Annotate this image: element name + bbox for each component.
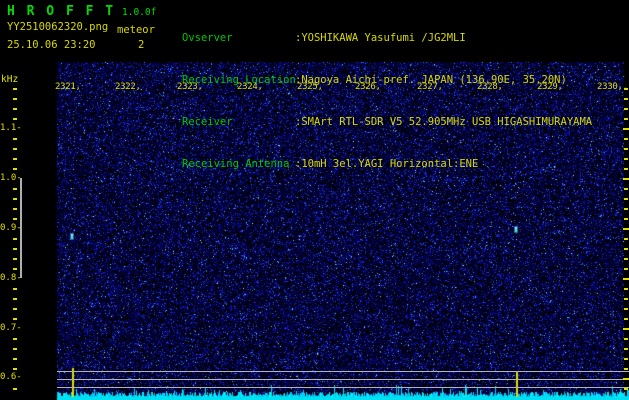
- y-right-tick: [624, 148, 628, 150]
- y-minor-tick: [13, 388, 17, 390]
- y-right-tick: [624, 88, 628, 90]
- y-tick-label: 0.8-: [0, 273, 22, 283]
- y-minor-tick: [13, 198, 17, 200]
- y-minor-tick: [13, 98, 17, 100]
- y-tick-label: 0.9-: [0, 223, 22, 233]
- info-row-antenna: Receiving Antenna :10mH 3el.YAGI Horizont…: [182, 157, 592, 171]
- y-right-tick: [624, 368, 628, 370]
- y-minor-tick: [13, 148, 17, 150]
- y-right-tick: [624, 118, 628, 120]
- info-row-receiver: Receiver :SMArt RTL-SDR V5 52.905MHz USB …: [182, 115, 592, 129]
- x-tick-label: 2323,: [177, 82, 203, 92]
- y-right-tick: [624, 238, 628, 240]
- observer-info-block: Ovserver :YOSHIKAWA Yasufumi /JG2MLI Rece…: [182, 3, 592, 199]
- y-minor-tick: [13, 88, 17, 90]
- output-filename: YY2510062320.png: [7, 21, 109, 33]
- y-right-tick: [624, 248, 628, 250]
- x-tick-label: 2329,: [537, 82, 563, 92]
- info-value: :SMArt RTL-SDR V5 52.905MHz USB HIGASHIM…: [295, 116, 593, 128]
- x-tick-label: 2325,: [297, 82, 323, 92]
- y-minor-tick: [13, 268, 17, 270]
- y-right-tick: [623, 278, 629, 280]
- x-tick-label: 2326,: [355, 82, 381, 92]
- y-tick-label: 1.0-: [0, 173, 22, 183]
- info-label: Receiving Location: [182, 74, 296, 86]
- y-minor-tick: [13, 258, 17, 260]
- threshold-line-upper: [57, 371, 629, 372]
- info-label: Ovserver: [182, 32, 233, 44]
- y-right-tick: [624, 288, 628, 290]
- y-minor-tick: [13, 348, 17, 350]
- y-right-tick: [624, 308, 628, 310]
- y-right-tick: [624, 348, 628, 350]
- y-right-tick: [624, 298, 628, 300]
- x-tick-label: 2321,: [55, 82, 81, 92]
- y-right-tick: [623, 178, 629, 180]
- y-axis-unit: kHz: [1, 74, 19, 85]
- y-tick-label: 0.6-: [0, 372, 22, 382]
- info-row-observer: Ovserver :YOSHIKAWA Yasufumi /JG2MLI: [182, 31, 592, 45]
- y-right-tick: [623, 328, 629, 330]
- y-minor-tick: [13, 208, 17, 210]
- y-right-tick: [624, 358, 628, 360]
- y-right-tick: [624, 388, 628, 390]
- y-right-tick: [624, 198, 628, 200]
- x-tick-label: 2328,: [477, 82, 503, 92]
- y-minor-tick: [13, 288, 17, 290]
- y-minor-tick: [13, 138, 17, 140]
- x-tick-label: 2322,: [115, 82, 141, 92]
- y-tick-label: 0.7-: [0, 323, 22, 333]
- y-minor-tick: [13, 308, 17, 310]
- x-tick-label: 2324,: [237, 82, 263, 92]
- info-label: Receiving Antenna: [182, 158, 290, 170]
- x-tick-label: 2327,: [417, 82, 443, 92]
- y-minor-tick: [13, 338, 17, 340]
- x-tick-label: 2330,.: [597, 82, 628, 92]
- y-right-tick: [624, 168, 628, 170]
- y-right-tick: [624, 188, 628, 190]
- y-right-tick: [624, 268, 628, 270]
- y-right-tick: [624, 158, 628, 160]
- info-value: :YOSHIKAWA Yasufumi /JG2MLI: [295, 32, 466, 44]
- y-minor-tick: [13, 248, 17, 250]
- app-version: 1.0.0f: [122, 7, 157, 18]
- observation-datetime: 25.10.06 23:20: [7, 39, 96, 51]
- y-right-tick: [623, 378, 629, 380]
- count-band-marker: [20, 178, 22, 278]
- y-minor-tick: [13, 238, 17, 240]
- y-minor-tick: [13, 318, 17, 320]
- app-title: H R O F F T: [7, 4, 116, 19]
- y-right-tick: [624, 318, 628, 320]
- y-minor-tick: [13, 108, 17, 110]
- y-right-tick: [624, 98, 628, 100]
- y-right-tick: [623, 228, 629, 230]
- y-minor-tick: [13, 168, 17, 170]
- threshold-line-lower: [57, 387, 629, 388]
- y-minor-tick: [13, 358, 17, 360]
- y-tick-label: 1.1-: [0, 123, 22, 133]
- y-minor-tick: [13, 118, 17, 120]
- info-row-location: Receiving Location:Nagoya Aichi-pref. JA…: [182, 73, 592, 87]
- y-right-tick: [624, 338, 628, 340]
- y-right-tick: [624, 108, 628, 110]
- meteor-count: 2: [138, 39, 145, 51]
- y-right-tick: [624, 138, 628, 140]
- y-minor-tick: [13, 298, 17, 300]
- info-value: :10mH 3el.YAGI Horizontal:ENE: [295, 158, 479, 170]
- y-right-tick: [624, 218, 628, 220]
- y-right-tick: [624, 258, 628, 260]
- info-label: Receiver: [182, 116, 233, 128]
- y-minor-tick: [13, 158, 17, 160]
- y-minor-tick: [13, 218, 17, 220]
- mode-label: meteor: [117, 24, 155, 36]
- y-right-tick: [623, 128, 629, 130]
- threshold-line-middle: [57, 379, 629, 380]
- info-value: :Nagoya Aichi-pref. JAPAN (136.90E, 35.2…: [295, 74, 567, 86]
- y-right-tick: [624, 208, 628, 210]
- y-minor-tick: [13, 188, 17, 190]
- y-minor-tick: [13, 368, 17, 370]
